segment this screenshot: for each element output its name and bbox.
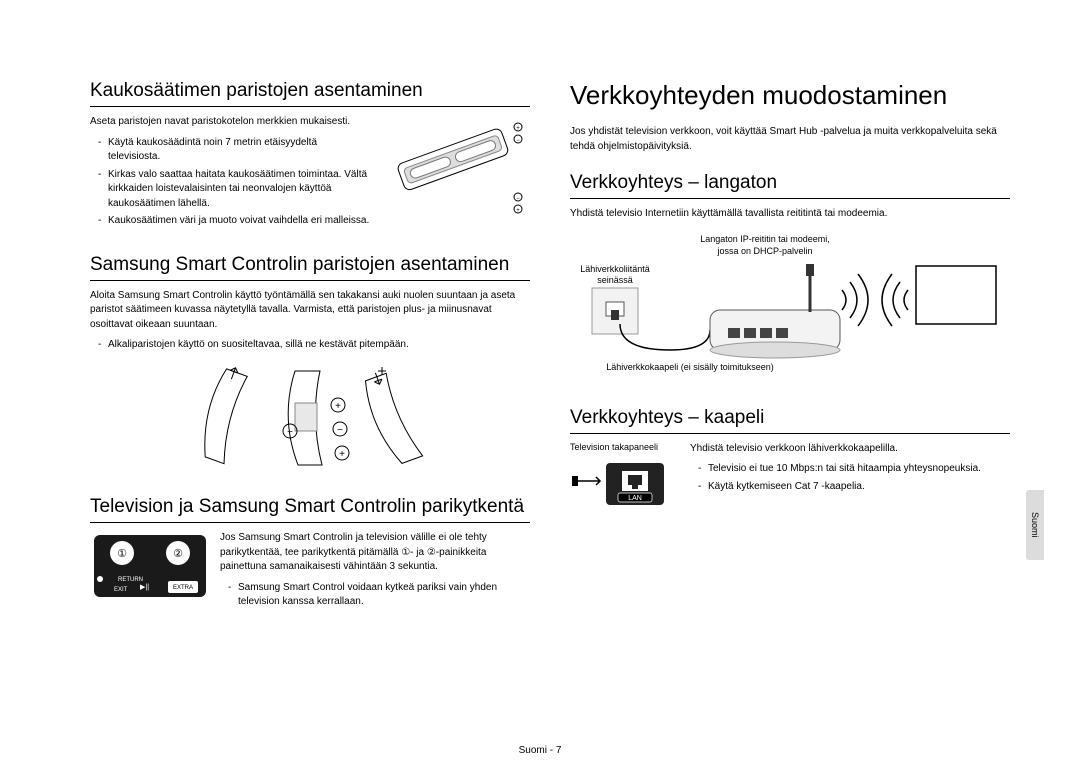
svg-text:Langaton IP-reititin tai modee: Langaton IP-reititin tai modeemi,	[700, 234, 830, 244]
svg-text:+: +	[339, 449, 345, 460]
heading-wireless: Verkkoyhteys – langaton	[570, 172, 1010, 199]
bullets-pairing: Samsung Smart Control voidaan kytkeä par…	[220, 581, 530, 610]
svg-text:LAN: LAN	[628, 495, 642, 502]
svg-text:−: −	[337, 425, 343, 436]
bullet-item: Kaukosäätimen väri ja muoto voivat vaihd…	[90, 214, 530, 229]
intro-network: Jos yhdistät television verkkoon, voit k…	[570, 125, 1010, 154]
svg-text:+: +	[335, 401, 341, 412]
heading-network: Verkkoyhteyden muodostaminen	[570, 80, 1010, 111]
svg-text:RETURN: RETURN	[118, 577, 143, 583]
section-remote-batteries: Kaukosäätimen paristojen asentaminen + −…	[90, 80, 530, 232]
pairing-remote-illustration: ① ② RETURN EXIT ▶|| EXTRA	[90, 531, 210, 611]
bullet-item: Käytä kytkemiseen Cat 7 -kaapelia.	[690, 480, 1010, 495]
label-back-panel: Television takapaneeli	[570, 442, 670, 454]
svg-text:②: ②	[173, 548, 183, 560]
bullet-item: Kirkas valo saattaa haitata kaukosäätime…	[90, 168, 530, 212]
intro-pairing: Jos Samsung Smart Controlin ja televisio…	[220, 531, 530, 575]
wireless-diagram: Langaton IP-reititin tai modeemi, jossa …	[570, 230, 1010, 385]
heading-wired: Verkkoyhteys – kaapeli	[570, 407, 1010, 434]
bullet-item: Käytä kaukosäädintä noin 7 metrin etäisy…	[90, 136, 530, 165]
intro-wired: Yhdistä televisio verkkoon lähiverkkokaa…	[690, 442, 1010, 457]
svg-text:①: ①	[117, 548, 127, 560]
heading-remote-batteries: Kaukosäätimen paristojen asentaminen	[90, 80, 530, 107]
svg-text:EXIT: EXIT	[114, 587, 128, 593]
section-pairing: Television ja Samsung Smart Controlin pa…	[90, 495, 530, 613]
svg-text:Lähiverkkoliitäntä: Lähiverkkoliitäntä	[580, 264, 650, 274]
svg-text:−: −	[287, 427, 293, 438]
language-tab: Suomi	[1026, 490, 1044, 560]
svg-text:jossa on DHCP-palvelin: jossa on DHCP-palvelin	[716, 246, 812, 256]
heading-smart-control-batteries: Samsung Smart Controlin paristojen asent…	[90, 254, 530, 281]
svg-text:seinässä: seinässä	[597, 275, 633, 285]
section-wired: Verkkoyhteys – kaapeli Television takapa…	[570, 407, 1010, 515]
section-smart-control-batteries: Samsung Smart Controlin paristojen asent…	[90, 254, 530, 473]
bullets-smart-control-batteries: Alkaliparistojen käyttö on suositeltavaa…	[90, 338, 530, 353]
bullets-wired: Televisio ei tue 10 Mbps:n tai sitä hita…	[690, 462, 1010, 494]
bullets-remote-batteries: Käytä kaukosäädintä noin 7 metrin etäisy…	[90, 136, 530, 229]
lan-port-illustration: LAN	[570, 459, 670, 509]
svg-text:Lähiverkkokaapeli (ei sisälly: Lähiverkkokaapeli (ei sisälly toimitukse…	[606, 362, 774, 372]
svg-text:EXTRA: EXTRA	[173, 585, 193, 591]
intro-smart-control-batteries: Aloita Samsung Smart Controlin käyttö ty…	[90, 289, 530, 333]
heading-pairing: Television ja Samsung Smart Controlin pa…	[90, 495, 530, 524]
intro-wireless: Yhdistä televisio Internetiin käyttämäll…	[570, 207, 1010, 222]
bullet-item: Samsung Smart Control voidaan kytkeä par…	[220, 581, 530, 610]
smart-control-illustration: + − + −	[170, 363, 450, 473]
bullet-item: Alkaliparistojen käyttö on suositeltavaa…	[90, 338, 530, 353]
page-footer: Suomi - 7	[0, 745, 1080, 756]
bullet-item: Televisio ei tue 10 Mbps:n tai sitä hita…	[690, 462, 1010, 477]
section-wireless: Verkkoyhteys – langaton Yhdistä televisi…	[570, 172, 1010, 385]
svg-text:+: +	[516, 126, 520, 132]
svg-text:▶||: ▶||	[140, 584, 149, 591]
